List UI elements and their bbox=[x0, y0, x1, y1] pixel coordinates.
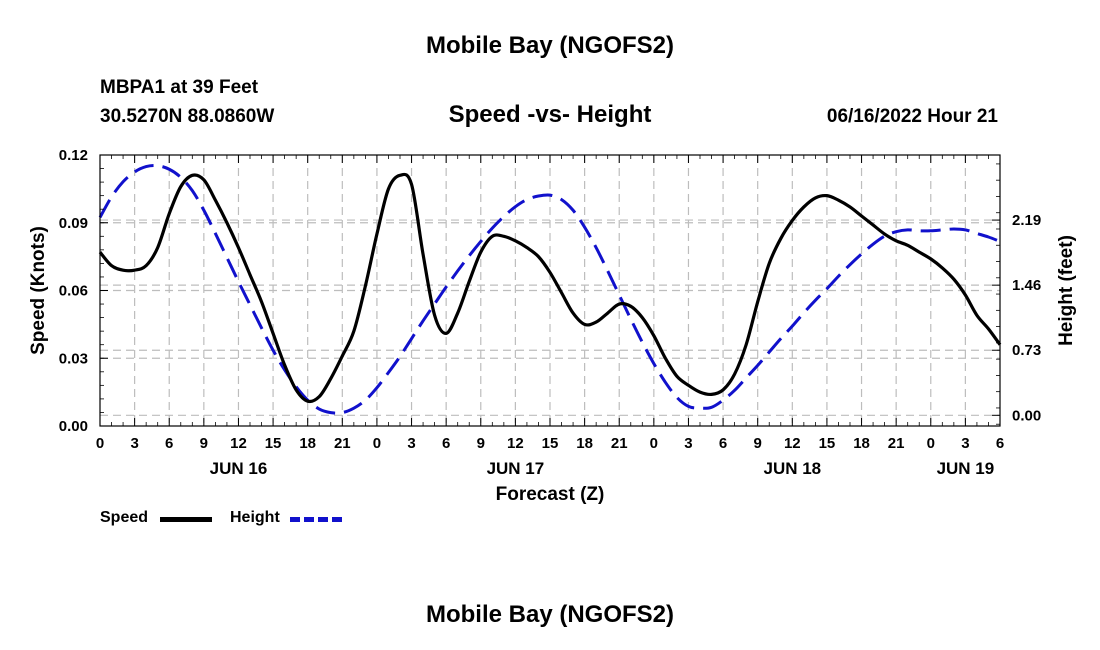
bottom-title: Mobile Bay (NGOFS2) bbox=[425, 601, 675, 628]
x-tick-label: 18 bbox=[576, 435, 593, 452]
station-label: MBPA1 at 39 Feet bbox=[100, 77, 259, 98]
x-tick-label: 15 bbox=[819, 435, 836, 452]
legend-label-height: Height bbox=[230, 509, 280, 526]
legend-label-speed: Speed bbox=[100, 509, 149, 526]
x-tick-label: 0 bbox=[373, 435, 381, 452]
station-coords: 30.5270N 88.0860W bbox=[100, 106, 275, 127]
x-tick-label: 6 bbox=[996, 435, 1004, 452]
y-tick-label-right: 0.00 bbox=[1012, 407, 1041, 424]
speed-height-chart: 0 3 6 9 12 15 18 21 0 3 6 9 12 15 18 21 0 3 6 9 12 15 18 21 0 3 6J… bbox=[28, 147, 1077, 505]
x-date-label: JUN 18 bbox=[763, 459, 821, 478]
main-title: Mobile Bay (NGOFS2) bbox=[425, 32, 675, 59]
x-tick-label: 21 bbox=[611, 435, 628, 452]
y-tick-label-right: 2.19 bbox=[1012, 212, 1041, 229]
y-tick-label-left: 0.00 bbox=[59, 418, 88, 435]
x-tick-label: 3 bbox=[961, 435, 969, 452]
series-line-height bbox=[98, 164, 1001, 415]
x-date-label: JUN 16 bbox=[210, 459, 268, 478]
axes-layer: 0 3 6 9 12 15 18 21 0 3 6 9 12 15 18 21 0 3 6 9 12 15 18 21 0 3 6J… bbox=[59, 147, 1041, 478]
x-tick-label: 18 bbox=[299, 435, 316, 452]
x-axis-title: Forecast (Z) bbox=[496, 484, 605, 505]
x-tick-label: 18 bbox=[853, 435, 870, 452]
y-tick-label-left: 0.06 bbox=[59, 283, 88, 300]
x-tick-label: 6 bbox=[719, 435, 727, 452]
legend-swatch-speed bbox=[160, 517, 212, 522]
x-tick-label: 21 bbox=[888, 435, 905, 452]
x-tick-label: 9 bbox=[200, 435, 208, 452]
y-tick-label-left: 0.12 bbox=[59, 147, 88, 164]
x-tick-label: 3 bbox=[684, 435, 692, 452]
x-date-label: JUN 19 bbox=[937, 459, 995, 478]
x-tick-label: 3 bbox=[407, 435, 415, 452]
series-layer bbox=[98, 164, 1002, 415]
y-tick-label-right: 0.73 bbox=[1012, 342, 1041, 359]
x-tick-label: 0 bbox=[650, 435, 658, 452]
x-tick-label: 9 bbox=[477, 435, 485, 452]
chart-subtitle: Speed -vs- Height bbox=[448, 101, 652, 128]
x-date-label: JUN 17 bbox=[487, 459, 545, 478]
x-tick-label: 12 bbox=[507, 435, 524, 452]
x-tick-label: 6 bbox=[165, 435, 173, 452]
y-tick-label-left: 0.09 bbox=[59, 215, 88, 232]
legend-swatch-height bbox=[290, 517, 342, 522]
y-axis-title-left: Speed (Knots) bbox=[28, 226, 49, 355]
x-tick-label: 12 bbox=[784, 435, 801, 452]
series-line-speed bbox=[98, 172, 1002, 404]
x-tick-label: 6 bbox=[442, 435, 450, 452]
y-tick-label-right: 1.46 bbox=[1012, 277, 1041, 294]
x-tick-label: 15 bbox=[542, 435, 559, 452]
x-tick-label: 0 bbox=[96, 435, 104, 452]
forecast-datetime: 06/16/2022 Hour 21 bbox=[826, 106, 998, 127]
y-axis-title-right: Height (feet) bbox=[1056, 235, 1077, 346]
x-tick-label: 15 bbox=[265, 435, 282, 452]
x-tick-label: 9 bbox=[754, 435, 762, 452]
x-tick-label: 21 bbox=[334, 435, 351, 452]
grid-layer bbox=[100, 155, 1000, 426]
x-tick-label: 12 bbox=[230, 435, 247, 452]
y-tick-label-left: 0.03 bbox=[59, 350, 88, 367]
x-tick-label: 3 bbox=[130, 435, 138, 452]
x-tick-label: 0 bbox=[927, 435, 935, 452]
